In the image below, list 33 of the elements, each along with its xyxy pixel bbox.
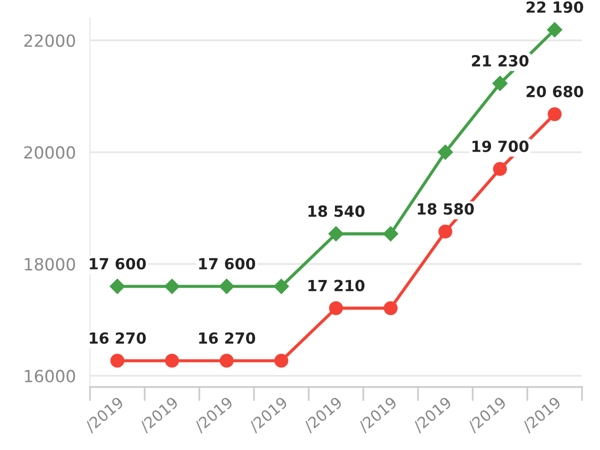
y-tick-label: 20000 xyxy=(24,146,76,159)
point xyxy=(220,354,234,368)
data-label: 20 680 xyxy=(526,86,584,98)
point xyxy=(110,278,125,294)
point xyxy=(438,224,452,239)
data-label: 17 600 xyxy=(199,258,256,270)
point xyxy=(548,107,562,122)
data-label: 17 600 xyxy=(90,258,146,270)
point xyxy=(493,162,507,176)
y-tick-label: 22000 xyxy=(24,34,76,47)
point xyxy=(165,354,179,368)
y-tick-label: 18000 xyxy=(24,258,76,271)
point xyxy=(492,76,508,91)
data-label: 16 270 xyxy=(90,332,146,344)
data-label: 22 190 xyxy=(526,1,584,13)
data-label: 19 700 xyxy=(472,140,529,152)
point xyxy=(110,354,124,368)
point xyxy=(219,278,234,294)
point xyxy=(384,301,398,316)
point xyxy=(383,226,398,242)
point xyxy=(329,301,343,316)
data-label: 16 270 xyxy=(199,332,256,344)
y-tick-label: 16000 xyxy=(24,370,76,382)
data-label: 18 540 xyxy=(308,205,365,217)
data-label: 18 580 xyxy=(418,203,474,215)
data-label: 17 210 xyxy=(308,280,365,292)
data-label: 21 230 xyxy=(472,55,529,67)
point xyxy=(274,278,289,294)
point xyxy=(328,226,344,242)
point xyxy=(547,22,562,38)
point xyxy=(438,144,453,160)
point xyxy=(164,278,180,294)
point xyxy=(274,354,288,368)
